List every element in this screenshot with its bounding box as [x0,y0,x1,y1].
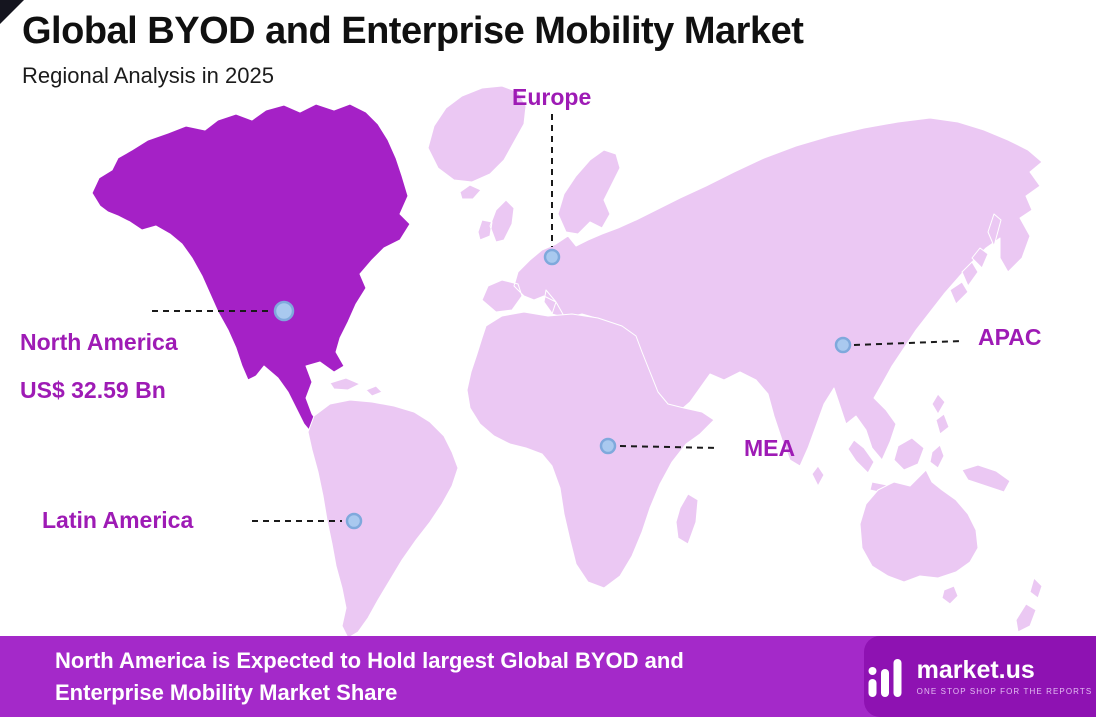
banner-line-2: Enterprise Mobility Market Share [55,679,398,705]
banner-line-1: North America is Expected to Hold larges… [55,648,684,674]
logo-tagline: ONE STOP SHOP FOR THE REPORTS [916,686,1093,696]
marker-north-america [273,300,295,322]
map-region-europe-islands [459,184,515,243]
map-region-greenland [427,85,527,183]
map-region-scandinavia [557,149,621,235]
map-leader-lines [152,114,963,522]
map-region-new-zealand [1015,577,1043,633]
region-label-north-america: North America [20,329,178,355]
market-us-logo-icon [868,658,902,697]
page-title: Global BYOD and Enterprise Mobility Mark… [22,10,804,52]
marker-europe [543,248,561,266]
page-subtitle: Regional Analysis in 2025 [22,63,274,88]
marker-apac [834,336,852,354]
map-region-caribbean-islands [329,377,383,397]
header: Global BYOD and Enterprise Mobility Mark… [22,10,804,89]
footer-banner: North America is Expected to Hold larges… [0,636,1096,717]
map-region-africa [466,311,715,589]
region-label-latin-america: Latin America [42,507,194,533]
corner-accent [0,0,24,24]
logo-brand: market.us [916,655,1035,684]
leader-line-apac [853,340,963,346]
region-label-europe: Europe [512,84,592,110]
region-value-north-america: US$ 32.59 Bn [20,377,166,403]
map-region-south-america [307,399,459,639]
marker-latin-america [345,512,363,530]
map-regions [91,85,1043,639]
logo-text: market.us ONE STOP SHOP FOR THE REPORTS [916,655,1093,696]
region-label-mea: MEA [744,435,796,461]
region-label-apac: APAC [978,324,1042,350]
map-region-australia [859,469,979,605]
marker-mea [599,437,617,455]
logo-box: market.us ONE STOP SHOP FOR THE REPORTS [864,636,1096,717]
map-markers [273,248,852,530]
banner-text: North America is Expected to Hold larges… [55,645,684,707]
leader-line-mea [619,445,719,449]
map-region-north-america [91,103,411,455]
